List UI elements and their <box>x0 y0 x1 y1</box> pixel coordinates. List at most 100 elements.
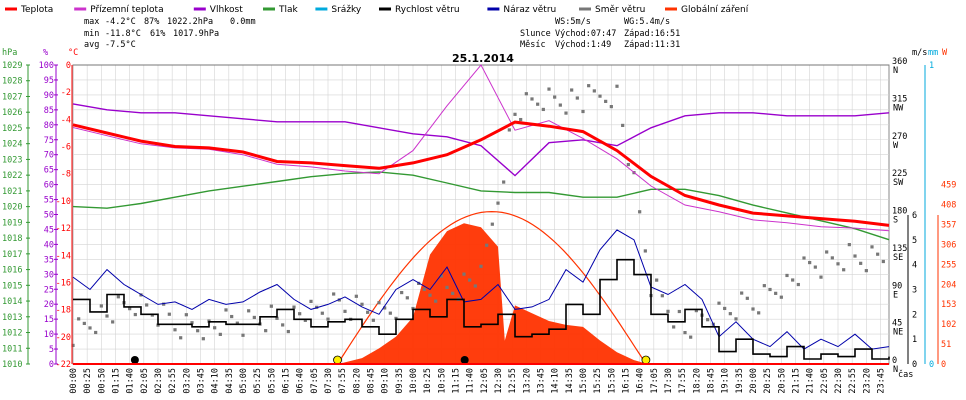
wind-direction-point <box>428 293 432 297</box>
wind-direction-point <box>235 321 239 325</box>
wind-direction-point <box>201 337 205 341</box>
wind-direction-point <box>655 278 659 282</box>
wind-direction-point <box>547 87 551 91</box>
x-tick-label: 13:45 <box>537 368 547 394</box>
x-tick-label: 00:00 <box>69 368 79 394</box>
wind-direction-point <box>609 105 613 109</box>
pressure-tick: 1027 <box>2 92 22 102</box>
wind-direction-point <box>530 97 534 101</box>
wind-dir-tick-name: W <box>893 141 899 151</box>
wind-direction-point <box>870 245 874 249</box>
wind-direction-point <box>224 308 228 312</box>
wind-speed-tick: 6 <box>912 211 917 221</box>
wind-direction-point <box>303 318 307 322</box>
x-tick-label: 15:25 <box>593 368 603 394</box>
x-tick-label: 08:45 <box>367 368 377 394</box>
wind-direction-point <box>394 316 398 321</box>
temperature-tick: -10 <box>56 197 71 207</box>
wind-dir-tick-name: SE <box>893 253 903 263</box>
chart-title: 25.1.2014 <box>452 52 514 65</box>
wind-direction-point <box>592 89 596 93</box>
wind-direction-point <box>536 102 540 106</box>
wind-dir-tick-name: N <box>893 66 898 76</box>
radiation-tick: 357 <box>941 220 956 230</box>
wind-direction-point <box>156 323 160 327</box>
wind-direction-point <box>621 123 625 128</box>
wind-direction-point <box>570 88 574 92</box>
radiation-unit: W <box>942 48 948 58</box>
wind-dir-tick-name: NW <box>893 103 904 113</box>
humidity-tick: 45 <box>44 225 54 235</box>
humidity-tick: 15 <box>44 315 54 325</box>
pressure-tick: 1021 <box>2 187 22 197</box>
humidity-tick: 30 <box>44 270 54 280</box>
wind-speed-tick: 0 <box>912 360 917 370</box>
wind-direction-point <box>706 318 710 322</box>
temperature-tick: -16 <box>56 278 71 288</box>
wind-direction-point <box>309 299 313 303</box>
x-tick-label: 21:40 <box>806 368 816 394</box>
pressure-tick: 1014 <box>2 297 22 307</box>
stats-min-hum: 61% <box>150 29 165 39</box>
wind-dir-tick-value: 90 <box>892 281 902 291</box>
wind-direction-point <box>519 117 523 122</box>
radiation-tick: 153 <box>941 300 956 310</box>
axes: hPa1010101110121013101410151016101710181… <box>2 48 956 394</box>
wind-direction-point <box>717 301 721 305</box>
wind-direction-point <box>468 278 472 282</box>
stats-avg-label: avg <box>84 40 99 50</box>
wind-direction-point <box>496 201 500 205</box>
radiation-area <box>338 223 648 364</box>
x-tick-label: 17:55 <box>678 368 688 394</box>
wind-direction-point <box>524 92 528 96</box>
wind-direction-point <box>133 312 137 317</box>
radiation-tick: 306 <box>941 240 956 250</box>
x-tick-label: 06:40 <box>296 368 306 394</box>
wind-direction-point <box>462 272 466 276</box>
wind-dir-tick-name: NE <box>893 328 903 338</box>
stats-sun-label: Slunce <box>520 29 551 39</box>
temperature-tick: -12 <box>56 224 71 234</box>
temperature-tick: -18 <box>56 306 71 316</box>
moonset-marker <box>460 356 469 364</box>
wind-direction-point <box>859 261 863 265</box>
wind-speed-line <box>73 258 890 360</box>
legend: Teplota Přízemní teplota Vlhkost Tlak Srážky… <box>5 5 749 15</box>
wind-direction-point <box>507 128 511 132</box>
x-tick-label: 05:50 <box>267 368 277 394</box>
wind-direction-point <box>757 311 761 315</box>
legend-label-2: Vlhkost <box>210 5 243 15</box>
wind-direction-point <box>94 330 98 335</box>
radiation-tick: 255 <box>941 260 956 270</box>
pressure-unit: hPa <box>2 48 17 58</box>
x-tick-label: 19:10 <box>721 368 731 394</box>
wind-direction-point <box>71 343 75 347</box>
wind-speed-tick: 5 <box>912 236 917 246</box>
wind-direction-point <box>354 294 358 298</box>
temperature-unit: °C <box>68 48 78 58</box>
wind-direction-point <box>388 311 392 315</box>
wind-direction-point <box>587 84 591 88</box>
wind-unit: m/s <box>912 48 927 58</box>
humidity-tick: 20 <box>44 300 54 310</box>
stats-max-press: 1022.2hPa <box>167 17 213 27</box>
humidity-unit: % <box>43 48 48 58</box>
wind-direction-point <box>326 317 330 321</box>
wind-direction-point <box>836 262 840 266</box>
x-tick-label: 03:20 <box>182 368 192 394</box>
plot-area <box>71 64 890 365</box>
stats-moon-rise: Východ:1:49 <box>555 40 611 50</box>
wind-direction-point <box>683 331 687 335</box>
humidity-tick: 35 <box>44 255 54 265</box>
wind-direction-point <box>808 260 812 265</box>
wind-direction-point <box>626 162 630 167</box>
radiation-tick: 459 <box>941 181 956 191</box>
humidity-tick: 90 <box>44 91 54 101</box>
pressure-tick: 1017 <box>2 250 22 260</box>
pressure-tick: 1018 <box>2 234 22 244</box>
x-tick-label: 20:25 <box>763 368 773 394</box>
wind-direction-point <box>553 95 557 99</box>
wind-direction-point <box>672 325 676 329</box>
x-tick-label: 01:40 <box>126 368 136 394</box>
wind-direction-point <box>575 96 579 100</box>
